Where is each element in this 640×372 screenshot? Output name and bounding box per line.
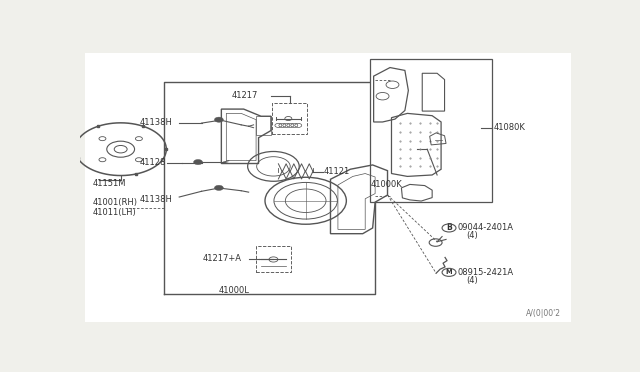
Text: (4): (4) <box>466 276 477 285</box>
Text: 41001(RH): 41001(RH) <box>92 198 138 207</box>
Text: (4): (4) <box>466 231 477 240</box>
Text: B: B <box>446 224 452 232</box>
Text: 41151M: 41151M <box>92 179 126 188</box>
Text: 41000K: 41000K <box>370 180 402 189</box>
Text: A/(0|00'2: A/(0|00'2 <box>526 310 561 318</box>
Text: 09044-2401A: 09044-2401A <box>458 224 514 232</box>
Text: 41080K: 41080K <box>493 123 525 132</box>
Text: 41138H: 41138H <box>140 195 172 204</box>
Circle shape <box>193 160 202 165</box>
Text: 08915-2421A: 08915-2421A <box>458 268 514 277</box>
Text: 41011(LH): 41011(LH) <box>92 208 136 217</box>
Text: 41121: 41121 <box>324 167 350 176</box>
Text: M: M <box>445 269 452 275</box>
FancyBboxPatch shape <box>370 59 492 202</box>
FancyBboxPatch shape <box>85 53 571 323</box>
Text: 41217: 41217 <box>231 91 258 100</box>
Text: 41128: 41128 <box>140 158 166 167</box>
Text: 41217+A: 41217+A <box>203 254 242 263</box>
Circle shape <box>214 117 223 122</box>
Text: 41138H: 41138H <box>140 118 172 127</box>
Circle shape <box>214 185 223 190</box>
Text: 41000L: 41000L <box>218 286 249 295</box>
